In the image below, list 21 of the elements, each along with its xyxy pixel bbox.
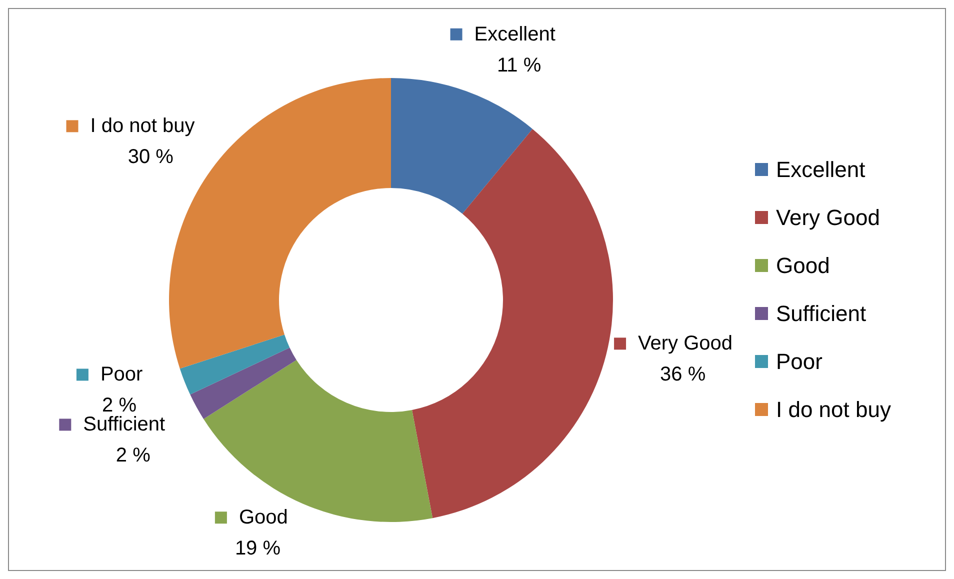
- category-label: Very Good: [776, 204, 880, 230]
- donut-slice: [391, 78, 533, 214]
- category-label: Sufficient: [776, 300, 866, 326]
- data-label: 30 %: [128, 146, 174, 168]
- data-label: 2 %: [116, 444, 151, 467]
- category-label: Good: [776, 252, 830, 278]
- legend-label: Good: [238, 506, 288, 529]
- category-label: I do not buy: [776, 396, 891, 422]
- legend-label: Very Good: [638, 332, 733, 355]
- donut-slice: [190, 348, 296, 419]
- category-label: Poor: [776, 348, 822, 374]
- data-label: 19 %: [234, 538, 281, 560]
- legend-label: I do not buy: [90, 115, 195, 138]
- legend-label: Poor: [100, 364, 144, 386]
- data-label: 11 %: [497, 54, 542, 76]
- data-label: 36 %: [660, 364, 706, 386]
- donut-slice: [412, 128, 613, 518]
- category-label: Excellent: [776, 156, 866, 182]
- legend-label: Excellent: [474, 23, 556, 46]
- donut-slice: [180, 334, 290, 395]
- donut-slice: [204, 360, 433, 522]
